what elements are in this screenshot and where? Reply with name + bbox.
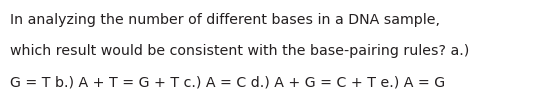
Text: G = T b.) A + T = G + T c.) A = C d.) A + G = C + T e.) A = G: G = T b.) A + T = G + T c.) A = C d.) A … [10, 76, 445, 90]
Text: In analyzing the number of different bases in a DNA sample,: In analyzing the number of different bas… [10, 13, 440, 27]
Text: which result would be consistent with the base-pairing rules? a.): which result would be consistent with th… [10, 44, 469, 58]
